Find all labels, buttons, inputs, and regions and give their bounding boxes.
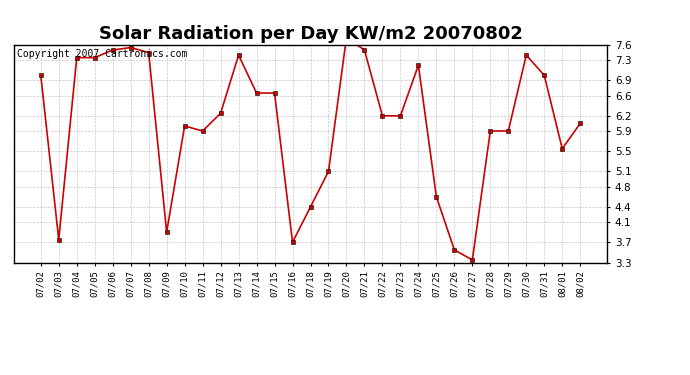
Text: Copyright 2007 Cartronics.com: Copyright 2007 Cartronics.com — [17, 50, 187, 59]
Title: Solar Radiation per Day KW/m2 20070802: Solar Radiation per Day KW/m2 20070802 — [99, 26, 522, 44]
